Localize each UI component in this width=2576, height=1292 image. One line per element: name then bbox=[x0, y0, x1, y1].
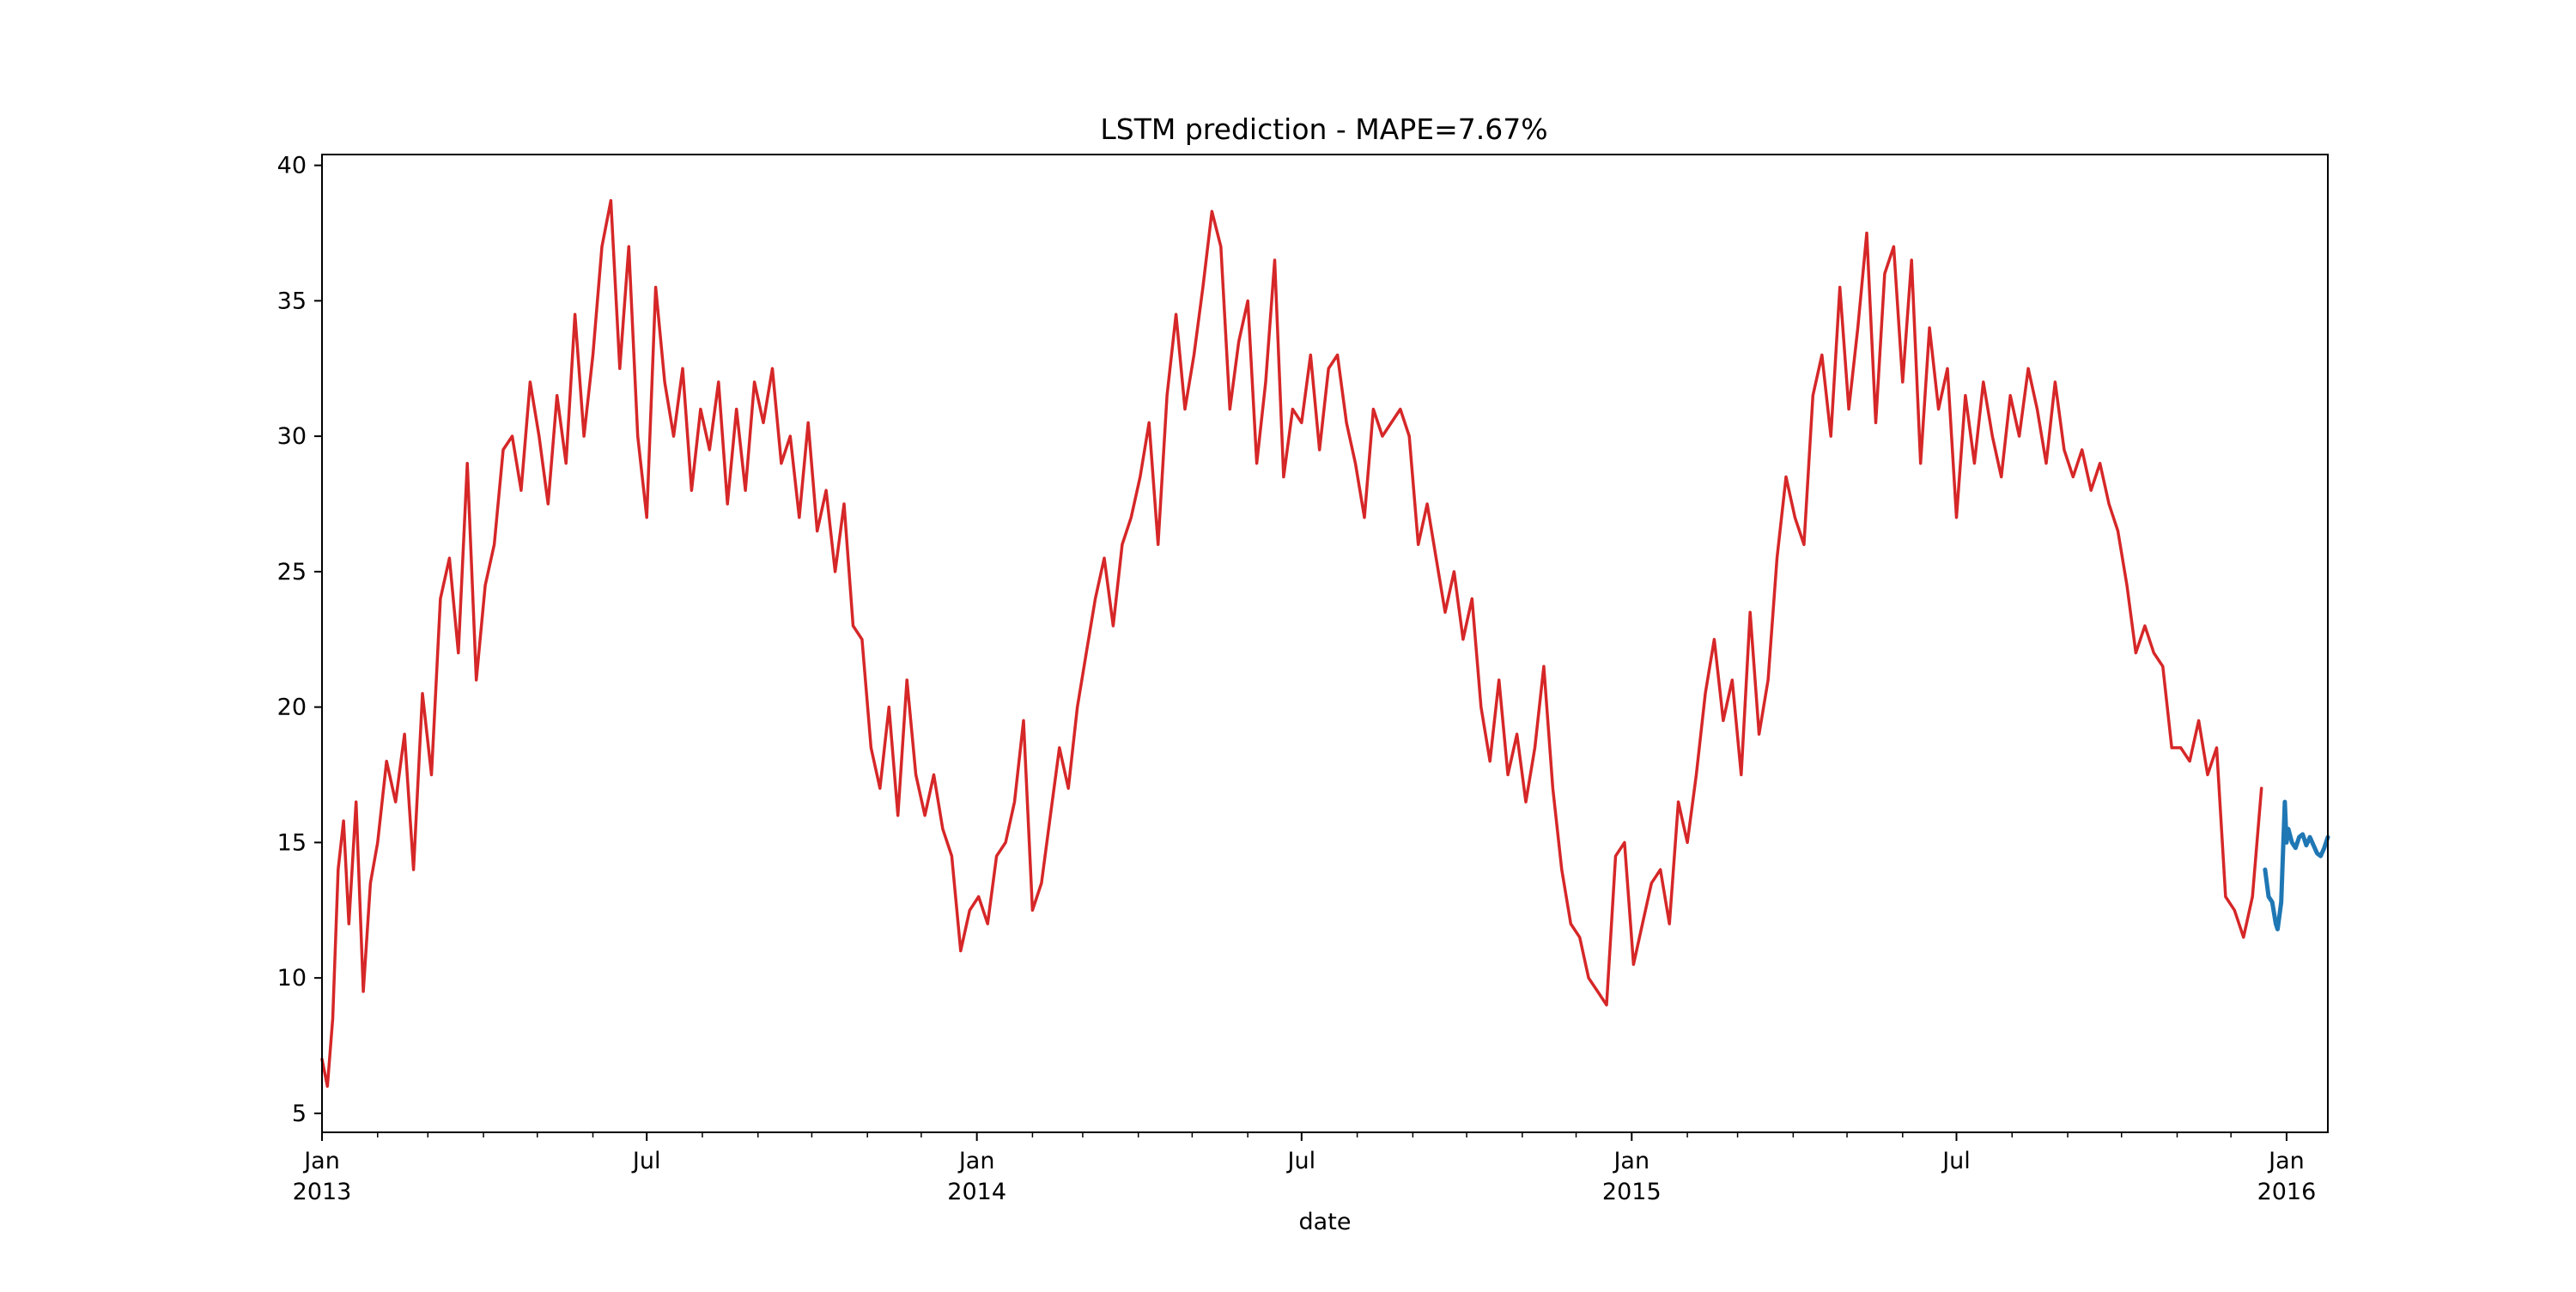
y-tick-label-20: 20 bbox=[277, 695, 307, 721]
x-tick-label-6: Jan bbox=[2267, 1148, 2305, 1174]
plot-frame bbox=[321, 154, 2329, 1133]
y-tick-label-5: 5 bbox=[292, 1101, 307, 1127]
axes-layer: 5 10 15 20 25 30 35 40 Jan 2013 Jul Jan 2014 Jul Jan 20… bbox=[277, 153, 2317, 1205]
y-tick-label-25: 25 bbox=[277, 559, 307, 585]
x-axis-label: date bbox=[1299, 1209, 1352, 1235]
x-tick-label-1: Jul bbox=[631, 1148, 661, 1174]
y-tick-label-15: 15 bbox=[277, 829, 307, 856]
x-tick-label-0: Jan bbox=[302, 1148, 340, 1174]
x-tick-year-label-2: 2014 bbox=[947, 1179, 1006, 1205]
x-tick-year-label-4: 2015 bbox=[1602, 1179, 1662, 1205]
y-tick-label-30: 30 bbox=[277, 423, 307, 450]
x-tick-label-5: Jul bbox=[1941, 1148, 1971, 1174]
y-tick-label-10: 10 bbox=[277, 965, 307, 992]
y-tick-label-40: 40 bbox=[277, 153, 307, 179]
x-tick-label-2: Jan bbox=[957, 1148, 995, 1174]
x-tick-year-label-0: 2013 bbox=[293, 1179, 352, 1205]
x-tick-year-label-6: 2016 bbox=[2257, 1179, 2317, 1205]
series-line-predicted bbox=[2263, 799, 2330, 931]
series-line-actual bbox=[320, 198, 2263, 1089]
series-layer bbox=[320, 198, 2330, 1089]
x-tick-label-3: Jul bbox=[1286, 1148, 1316, 1174]
x-tick-label-4: Jan bbox=[1612, 1148, 1649, 1174]
chart-title: LSTM prediction - MAPE=7.67% bbox=[1100, 112, 1547, 146]
y-tick-label-35: 35 bbox=[277, 288, 307, 314]
